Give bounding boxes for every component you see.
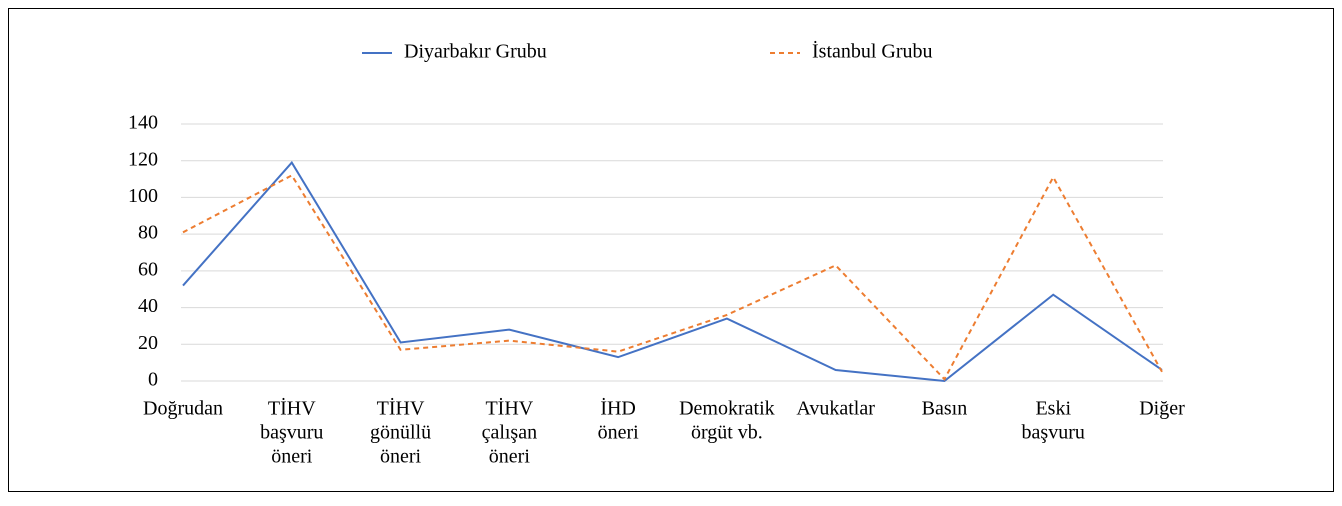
legend-label: İstanbul Grubu <box>812 40 933 63</box>
y-tick-label: 20 <box>138 332 158 354</box>
y-tick-label: 100 <box>128 185 158 207</box>
x-tick-label: gönüllü <box>370 422 431 444</box>
x-tick-label: öneri <box>598 422 640 444</box>
y-tick-label: 140 <box>128 112 158 134</box>
x-tick-label: Eski <box>1035 398 1071 420</box>
series-line <box>182 160 1163 383</box>
y-tick-label: 40 <box>138 295 158 317</box>
x-tick-label: öneri <box>489 446 531 468</box>
x-tick-label: İHD <box>600 397 636 420</box>
x-tick-label: başvuru <box>1022 422 1085 444</box>
x-tick-label: öneri <box>380 446 422 468</box>
x-tick-label: TİHV <box>268 397 316 420</box>
x-tick-label: başvuru <box>260 422 323 444</box>
x-tick-label: Basın <box>922 398 968 420</box>
y-tick-label: 0 <box>148 369 158 391</box>
y-tick-label: 60 <box>138 258 158 280</box>
x-tick-label: öneri <box>271 446 313 468</box>
series-line <box>182 174 1163 381</box>
x-tick-label: TİHV <box>377 397 425 420</box>
chart-frame <box>8 8 1334 492</box>
x-tick-label: Diğer <box>1139 398 1185 420</box>
x-tick-label: TİHV <box>485 397 533 420</box>
x-tick-label: Doğrudan <box>143 398 223 420</box>
x-tick-label: örgüt vb. <box>691 422 763 444</box>
x-tick-label: çalışan <box>482 422 538 444</box>
legend-label: Diyarbakır Grubu <box>404 41 547 63</box>
y-tick-label: 120 <box>128 148 158 170</box>
x-tick-label: Demokratik <box>679 398 775 420</box>
y-tick-label: 80 <box>138 222 158 244</box>
x-tick-label: Avukatlar <box>796 398 875 420</box>
